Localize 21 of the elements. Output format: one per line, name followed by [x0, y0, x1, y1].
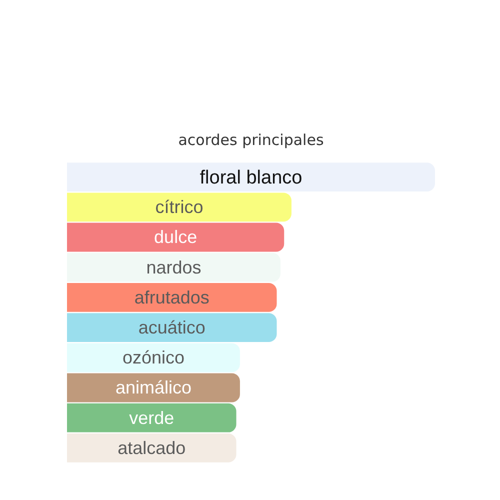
y-tick-label: floral blanco: [200, 167, 302, 188]
bar: [67, 283, 277, 312]
bar: [67, 252, 280, 282]
chart-title: acordes principales: [178, 130, 324, 149]
y-tick-label: afrutados: [134, 287, 210, 308]
y-tick-label: dulce: [154, 227, 198, 248]
y-tick-label: cítrico: [155, 197, 204, 218]
bar: [67, 373, 240, 402]
y-tick-label: animálico: [115, 378, 192, 398]
bar: [67, 343, 240, 372]
y-tick-label: ozónico: [122, 348, 185, 368]
bar: [67, 222, 284, 252]
bar: [67, 162, 435, 192]
bar: [67, 313, 277, 342]
y-tick-label: acuático: [138, 318, 206, 338]
bar: [67, 434, 236, 462]
y-tick-label: verde: [129, 408, 174, 428]
y-tick-label: nardos: [146, 257, 202, 278]
bar: [67, 403, 236, 432]
y-tick-label: atalcado: [118, 438, 186, 458]
bar: [67, 192, 292, 222]
